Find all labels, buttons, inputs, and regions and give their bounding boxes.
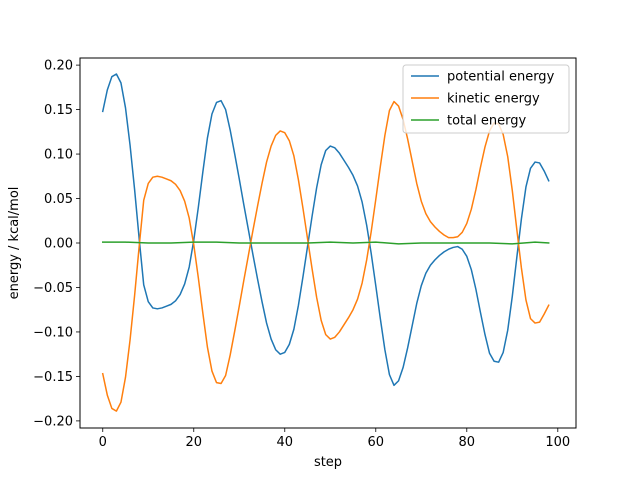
y-tick-label: 0.05 [44, 192, 73, 207]
x-tick-label: 40 [276, 435, 293, 450]
y-tick-label: 0.00 [44, 237, 73, 252]
x-tick-label: 60 [368, 435, 385, 450]
series-line-kinetic-energy [101, 100, 550, 412]
y-axis-ticks: −0.20 −0.15 −0.10 −0.05 0.00 0.05 0.10 0.15 0.20 [33, 59, 80, 429]
x-tick-label: 80 [459, 435, 476, 450]
y-tick-label: −0.05 [33, 281, 73, 296]
y-axis-label: energy / kcal/mol [7, 187, 22, 300]
y-tick-label: 0.10 [44, 148, 73, 163]
legend-label: total energy [447, 114, 526, 129]
legend-box [402, 64, 570, 134]
legend: potential energy kinetic energy total ener… [402, 64, 570, 134]
y-tick-label: −0.10 [33, 325, 73, 340]
x-tick-label: 0 [99, 435, 107, 450]
x-axis-label: step [314, 455, 342, 470]
series-line-potential-energy [101, 73, 550, 387]
x-tick-label: 20 [185, 435, 202, 450]
x-axis-ticks: 0 20 40 60 80 100 [99, 428, 570, 450]
legend-label: kinetic energy [447, 92, 540, 107]
series-layer [101, 73, 550, 412]
legend-label: potential energy [447, 70, 555, 85]
y-tick-label: −0.15 [33, 370, 73, 385]
y-tick-label: 0.15 [44, 103, 73, 118]
x-tick-label: 100 [545, 435, 570, 450]
y-tick-label: −0.20 [33, 414, 73, 429]
series-line-total-energy [102, 241, 550, 245]
y-tick-label: 0.20 [44, 59, 73, 74]
